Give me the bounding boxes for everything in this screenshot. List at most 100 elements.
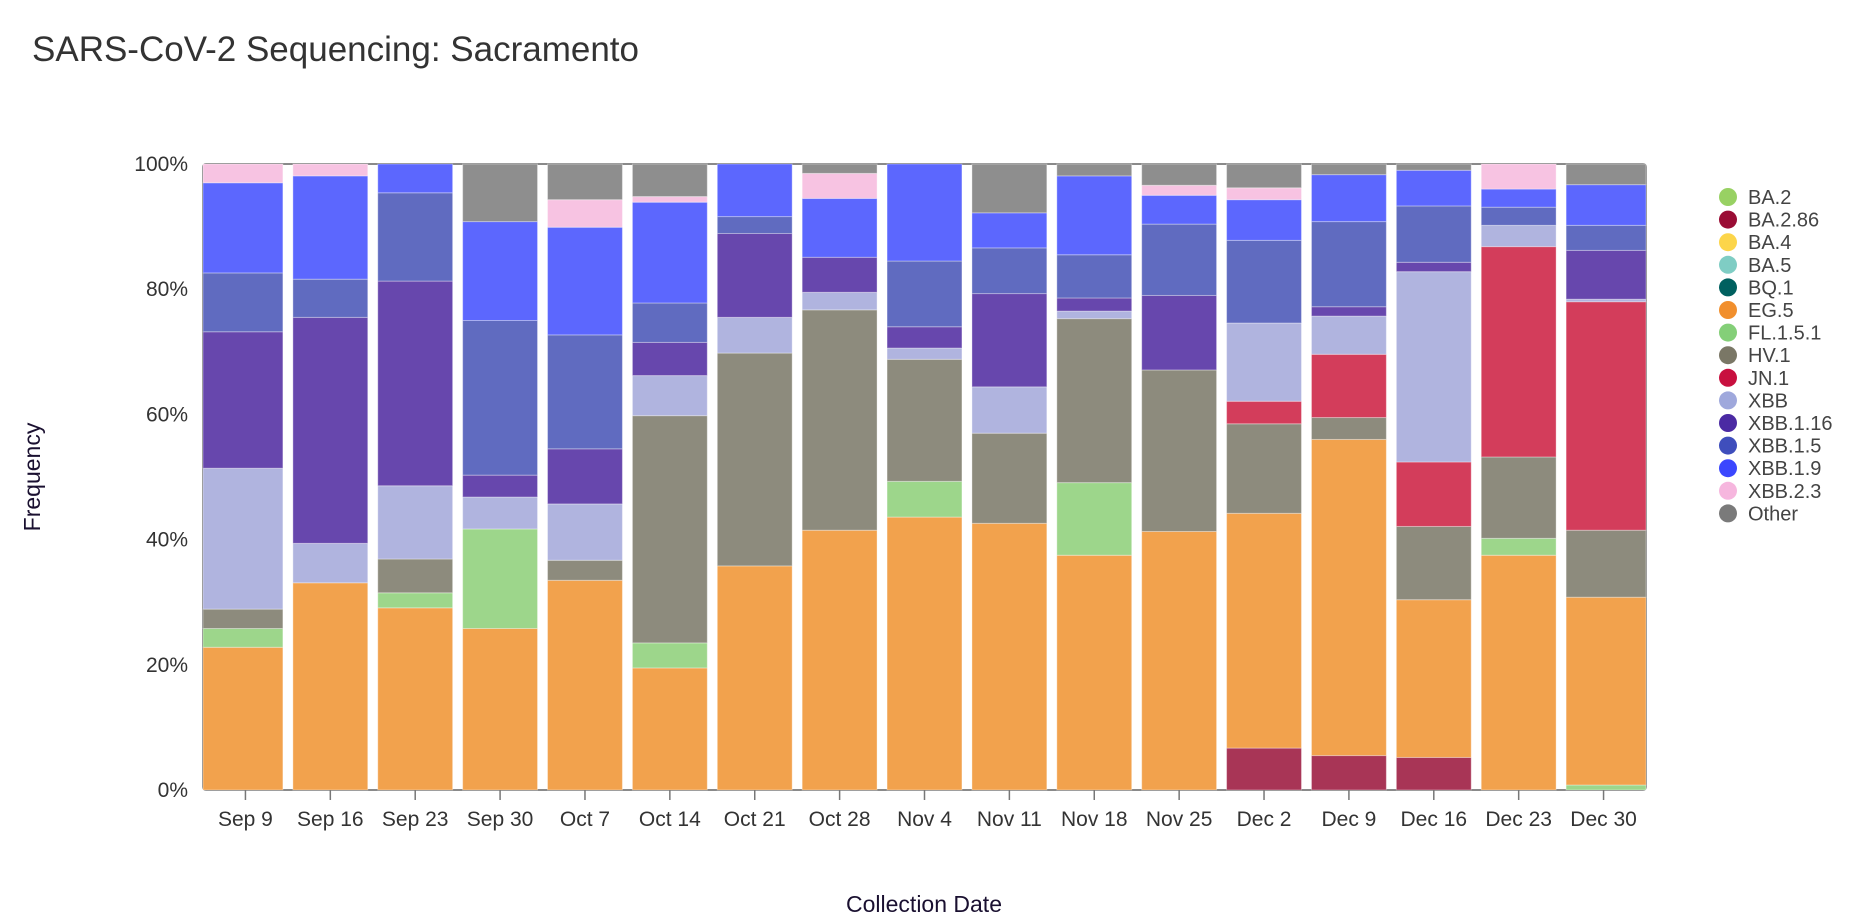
bar-segment-hv-1[interactable] <box>1480 456 1557 539</box>
bar-segment-eg-5[interactable] <box>1310 438 1387 757</box>
bar-segment-jn-1[interactable] <box>1565 301 1647 531</box>
bar-segment-xbb[interactable] <box>377 485 454 560</box>
bar-segment-xbb-1-16[interactable] <box>1565 249 1647 300</box>
bar-segment-xbb-1-5[interactable] <box>1480 206 1557 226</box>
bar-segment-eg-5[interactable] <box>1226 512 1302 749</box>
bar-segment-hv-1[interactable] <box>1056 318 1133 484</box>
bar-segment-xbb-1-16[interactable] <box>202 331 284 469</box>
bar-segment-xbb[interactable] <box>547 503 623 561</box>
legend-item[interactable]: XBB.1.9 <box>1719 458 1821 480</box>
bar-segment-fl-1-5-1[interactable] <box>1480 537 1557 556</box>
bar-segment-xbb-1-9[interactable] <box>886 163 963 262</box>
bar-segment-hv-1[interactable] <box>1395 525 1472 601</box>
bar-segment-xbb-2-3[interactable] <box>631 196 708 203</box>
bar-segment-xbb-1-16[interactable] <box>631 341 708 377</box>
bar-segment-xbb-1-9[interactable] <box>1310 174 1387 223</box>
bar-segment-fl-1-5-1[interactable] <box>631 642 708 669</box>
bar-segment-xbb[interactable] <box>292 542 369 584</box>
bar-segment-xbb-1-9[interactable] <box>462 221 539 321</box>
bar-segment-eg-5[interactable] <box>547 579 623 791</box>
bar-segment-ba-2-86[interactable] <box>1395 756 1472 791</box>
bar-segment-hv-1[interactable] <box>886 358 963 482</box>
bar-segment-fl-1-5-1[interactable] <box>1056 482 1133 556</box>
bar-segment-xbb[interactable] <box>1395 271 1472 463</box>
bar-segment-eg-5[interactable] <box>1565 596 1647 786</box>
legend-item[interactable]: Other <box>1719 503 1798 525</box>
legend-item[interactable]: BA.5 <box>1719 255 1791 277</box>
bar-segment-xbb-2-3[interactable] <box>202 163 284 184</box>
bar-segment-fl-1-5-1[interactable] <box>202 627 284 648</box>
bar-segment-xbb-1-9[interactable] <box>1056 175 1133 256</box>
bar-segment-xbb-1-9[interactable] <box>292 175 369 280</box>
bar-segment-hv-1[interactable] <box>801 309 878 531</box>
bar-segment-xbb[interactable] <box>971 386 1048 434</box>
bar-segment-xbb[interactable] <box>631 375 708 417</box>
bar-segment-xbb-1-5[interactable] <box>1056 254 1133 299</box>
bar-segment-hv-1[interactable] <box>1310 417 1387 440</box>
bar-segment-ba-2[interactable] <box>1565 784 1647 791</box>
bar-segment-xbb-2-3[interactable] <box>1480 163 1557 190</box>
bar-segment-xbb-1-16[interactable] <box>1395 261 1472 273</box>
bar-segment-xbb-1-16[interactable] <box>886 326 963 349</box>
bar-segment-xbb-1-9[interactable] <box>631 201 708 304</box>
bar-segment-other[interactable] <box>801 163 878 174</box>
bar-segment-xbb-1-5[interactable] <box>292 278 369 318</box>
bar-segment-xbb-2-3[interactable] <box>1226 187 1302 201</box>
bar-segment-eg-5[interactable] <box>716 565 793 791</box>
legend-item[interactable]: HV.1 <box>1719 345 1791 367</box>
bar-segment-xbb-1-5[interactable] <box>377 192 454 282</box>
bar-segment-hv-1[interactable] <box>631 415 708 644</box>
bar-segment-xbb-1-5[interactable] <box>971 247 1048 295</box>
bar-segment-eg-5[interactable] <box>801 529 878 791</box>
bar-segment-xbb-1-5[interactable] <box>462 320 539 476</box>
bar-segment-xbb-1-5[interactable] <box>631 302 708 343</box>
bar-segment-other[interactable] <box>631 163 708 198</box>
bar-segment-hv-1[interactable] <box>971 432 1048 524</box>
bar-segment-other[interactable] <box>1226 163 1302 189</box>
bar-segment-xbb-1-9[interactable] <box>547 226 623 336</box>
bar-segment-xbb-1-5[interactable] <box>716 216 793 234</box>
bar-segment-eg-5[interactable] <box>462 627 539 791</box>
bar-segment-xbb-2-3[interactable] <box>547 199 623 228</box>
bar-segment-eg-5[interactable] <box>1056 554 1133 791</box>
bar-segment-xbb-1-5[interactable] <box>1565 224 1647 251</box>
bar-segment-other[interactable] <box>1310 163 1387 176</box>
bar-segment-xbb-1-16[interactable] <box>547 448 623 505</box>
bar-segment-xbb-2-3[interactable] <box>292 163 369 177</box>
bar-segment-xbb-1-5[interactable] <box>1226 239 1302 324</box>
bar-segment-xbb-1-9[interactable] <box>202 182 284 274</box>
bar-segment-fl-1-5-1[interactable] <box>886 480 963 518</box>
bar-segment-xbb[interactable] <box>716 316 793 354</box>
bar-segment-xbb-1-9[interactable] <box>971 212 1048 249</box>
legend-item[interactable]: EG.5 <box>1719 300 1794 322</box>
legend-item[interactable]: FL.1.5.1 <box>1719 323 1821 345</box>
bar-segment-other[interactable] <box>1056 163 1133 177</box>
bar-segment-xbb[interactable] <box>1056 310 1133 320</box>
bar-segment-eg-5[interactable] <box>886 516 963 791</box>
bar-segment-other[interactable] <box>1565 163 1647 186</box>
bar-segment-xbb-1-9[interactable] <box>1395 169 1472 207</box>
bar-segment-jn-1[interactable] <box>1395 461 1472 527</box>
legend-item[interactable]: BA.2 <box>1719 187 1791 209</box>
bar-segment-hv-1[interactable] <box>1226 423 1302 514</box>
bar-segment-hv-1[interactable] <box>1565 529 1647 598</box>
bar-segment-other[interactable] <box>1395 163 1472 171</box>
bar-segment-other[interactable] <box>971 163 1048 214</box>
bar-segment-xbb-1-9[interactable] <box>716 163 793 218</box>
bar-segment-xbb-1-9[interactable] <box>377 163 454 194</box>
bar-segment-eg-5[interactable] <box>1395 599 1472 758</box>
bar-segment-xbb-1-16[interactable] <box>377 280 454 487</box>
bar-segment-xbb-1-5[interactable] <box>1310 221 1387 308</box>
legend-item[interactable]: BA.2.86 <box>1719 210 1819 232</box>
bar-segment-fl-1-5-1[interactable] <box>377 592 454 609</box>
bar-segment-hv-1[interactable] <box>547 559 623 581</box>
bar-segment-other[interactable] <box>462 163 539 223</box>
bar-segment-xbb-1-5[interactable] <box>202 272 284 333</box>
bar-segment-xbb-1-5[interactable] <box>1395 205 1472 263</box>
bar-segment-xbb[interactable] <box>801 291 878 311</box>
legend-item[interactable]: BQ.1 <box>1719 277 1794 299</box>
legend-item[interactable]: JN.1 <box>1719 368 1789 390</box>
bar-segment-jn-1[interactable] <box>1480 246 1557 458</box>
bar-segment-xbb[interactable] <box>202 467 284 610</box>
bar-segment-xbb-1-5[interactable] <box>1141 223 1218 296</box>
